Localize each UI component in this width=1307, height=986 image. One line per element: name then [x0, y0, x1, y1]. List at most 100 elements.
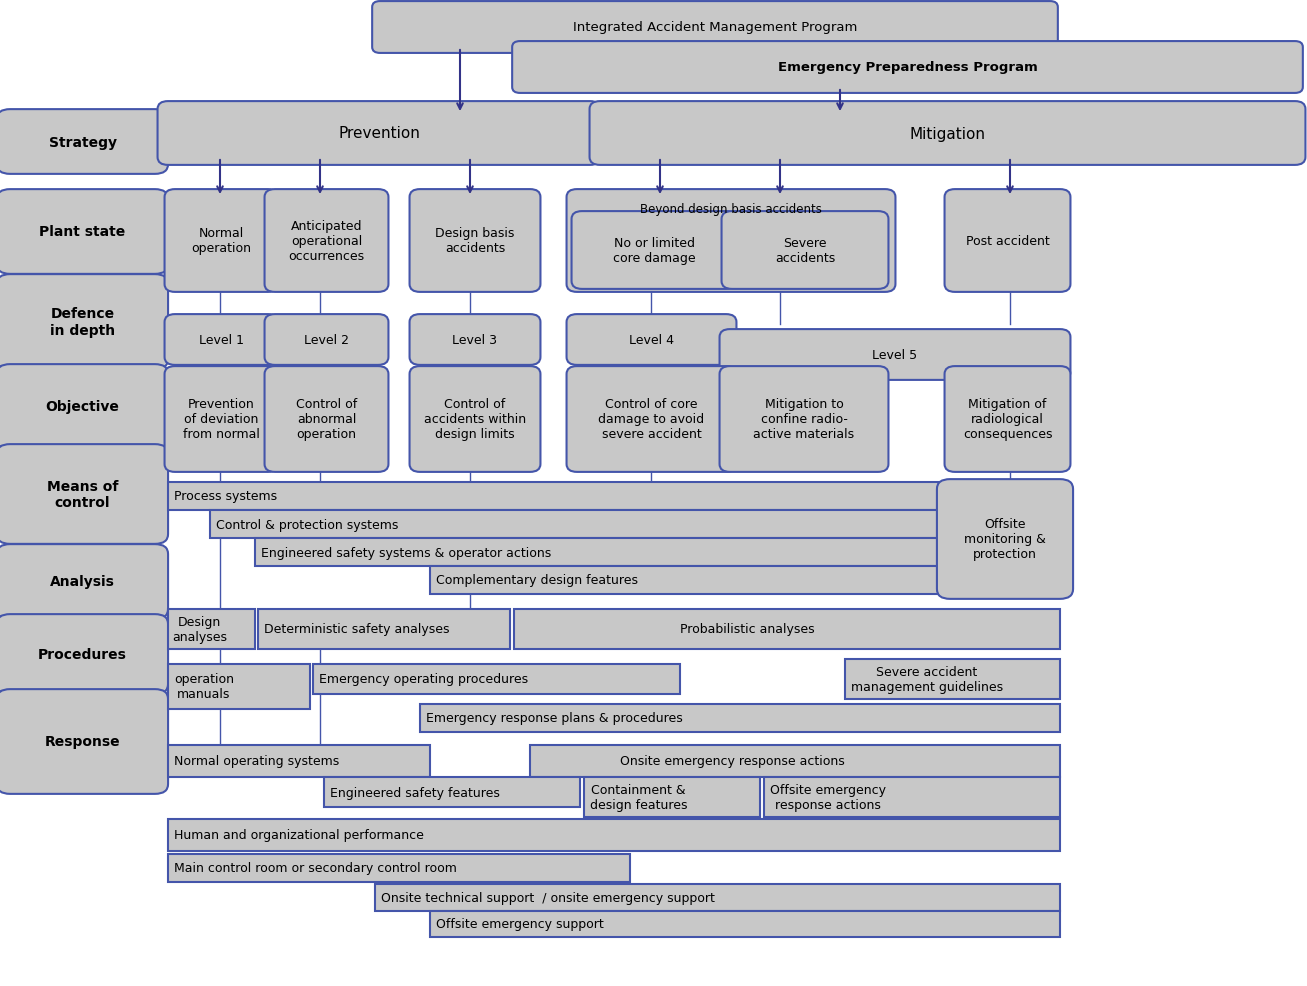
Text: Level 5: Level 5 [873, 349, 918, 362]
Text: Prevention
of deviation
from normal: Prevention of deviation from normal [183, 398, 260, 441]
Text: Onsite technical support  / onsite emergency support: Onsite technical support / onsite emerge… [382, 891, 715, 904]
Text: Offsite
monitoring &
protection: Offsite monitoring & protection [965, 518, 1046, 561]
FancyBboxPatch shape [165, 315, 278, 366]
Text: Objective: Objective [46, 400, 119, 414]
Text: Response: Response [44, 735, 120, 748]
FancyBboxPatch shape [0, 445, 169, 544]
Text: Mitigation to
confine radio-
active materials: Mitigation to confine radio- active mate… [753, 398, 855, 441]
FancyBboxPatch shape [264, 367, 388, 472]
Text: Normal
operation: Normal operation [192, 227, 251, 255]
FancyBboxPatch shape [264, 315, 388, 366]
Text: Mitigation: Mitigation [910, 126, 985, 141]
Text: Level 1: Level 1 [199, 333, 244, 347]
FancyBboxPatch shape [720, 329, 1070, 381]
FancyBboxPatch shape [584, 777, 759, 817]
Text: operation
manuals: operation manuals [174, 672, 234, 701]
FancyBboxPatch shape [257, 609, 510, 650]
Text: Design
analyses: Design analyses [173, 615, 227, 643]
Text: Engineered safety features: Engineered safety features [329, 786, 499, 799]
FancyBboxPatch shape [169, 482, 945, 511]
FancyBboxPatch shape [531, 745, 1060, 777]
Text: Control of
accidents within
design limits: Control of accidents within design limit… [423, 398, 525, 441]
FancyBboxPatch shape [0, 110, 169, 175]
FancyBboxPatch shape [409, 315, 541, 366]
FancyBboxPatch shape [430, 566, 945, 595]
FancyBboxPatch shape [721, 212, 889, 290]
FancyBboxPatch shape [430, 911, 1060, 937]
FancyBboxPatch shape [409, 367, 541, 472]
Text: Level 4: Level 4 [629, 333, 674, 347]
FancyBboxPatch shape [372, 2, 1057, 54]
Text: Emergency response plans & procedures: Emergency response plans & procedures [426, 712, 682, 725]
Text: Emergency Preparedness Program: Emergency Preparedness Program [778, 61, 1038, 74]
Text: Normal operating systems: Normal operating systems [174, 754, 340, 768]
FancyBboxPatch shape [937, 479, 1073, 599]
Text: Post accident: Post accident [966, 235, 1050, 247]
FancyBboxPatch shape [514, 609, 1060, 650]
FancyBboxPatch shape [765, 777, 1060, 817]
Text: Defence
in depth: Defence in depth [50, 307, 115, 337]
Text: Offsite emergency
response actions: Offsite emergency response actions [770, 783, 886, 811]
FancyBboxPatch shape [720, 367, 889, 472]
FancyBboxPatch shape [0, 190, 169, 274]
FancyBboxPatch shape [566, 190, 895, 293]
Text: Human and organizational performance: Human and organizational performance [174, 828, 423, 842]
Text: Emergency operating procedures: Emergency operating procedures [319, 672, 528, 686]
FancyBboxPatch shape [375, 884, 1060, 911]
FancyBboxPatch shape [255, 538, 945, 566]
FancyBboxPatch shape [571, 212, 736, 290]
FancyBboxPatch shape [264, 190, 388, 293]
FancyBboxPatch shape [169, 745, 430, 777]
FancyBboxPatch shape [512, 42, 1303, 94]
FancyBboxPatch shape [409, 190, 541, 293]
FancyBboxPatch shape [324, 777, 580, 808]
FancyBboxPatch shape [420, 704, 1060, 733]
Text: Level 2: Level 2 [305, 333, 349, 347]
FancyBboxPatch shape [945, 367, 1070, 472]
FancyBboxPatch shape [312, 665, 680, 694]
Text: Process systems: Process systems [174, 490, 277, 503]
Text: Strategy: Strategy [48, 135, 116, 149]
Text: Mitigation of
radiological
consequences: Mitigation of radiological consequences [963, 398, 1052, 441]
Text: Onsite emergency response actions: Onsite emergency response actions [620, 754, 844, 768]
FancyBboxPatch shape [566, 315, 736, 366]
Text: Level 3: Level 3 [452, 333, 498, 347]
Text: Control of
abnormal
operation: Control of abnormal operation [295, 398, 357, 441]
Text: Complementary design features: Complementary design features [437, 574, 638, 587]
FancyBboxPatch shape [0, 365, 169, 450]
FancyBboxPatch shape [165, 367, 278, 472]
FancyBboxPatch shape [169, 819, 1060, 851]
FancyBboxPatch shape [169, 609, 255, 650]
Text: Main control room or secondary control room: Main control room or secondary control r… [174, 862, 457, 875]
Text: Engineered safety systems & operator actions: Engineered safety systems & operator act… [261, 546, 552, 559]
FancyBboxPatch shape [165, 190, 278, 293]
FancyBboxPatch shape [0, 275, 169, 370]
Text: Prevention: Prevention [339, 126, 420, 141]
Text: Plant state: Plant state [39, 225, 125, 240]
Text: Severe
accidents: Severe accidents [775, 237, 835, 264]
Text: Deterministic safety analyses: Deterministic safety analyses [264, 623, 450, 636]
FancyBboxPatch shape [0, 614, 169, 694]
Text: Analysis: Analysis [50, 575, 115, 589]
Text: Design basis
accidents: Design basis accidents [435, 227, 515, 255]
Text: No or limited
core damage: No or limited core damage [613, 237, 695, 264]
Text: Containment &
design features: Containment & design features [589, 783, 687, 811]
FancyBboxPatch shape [210, 511, 945, 538]
Text: Means of
control: Means of control [47, 479, 118, 510]
Text: Probabilistic analyses: Probabilistic analyses [680, 623, 814, 636]
FancyBboxPatch shape [0, 544, 169, 619]
FancyBboxPatch shape [169, 854, 630, 882]
Text: Anticipated
operational
occurrences: Anticipated operational occurrences [289, 220, 365, 262]
Text: Offsite emergency support: Offsite emergency support [437, 918, 604, 931]
Text: Control of core
damage to avoid
severe accident: Control of core damage to avoid severe a… [599, 398, 704, 441]
Text: Procedures: Procedures [38, 648, 127, 662]
Text: Beyond design basis accidents: Beyond design basis accidents [640, 203, 822, 216]
FancyBboxPatch shape [158, 102, 600, 166]
FancyBboxPatch shape [169, 665, 310, 709]
Text: Control & protection systems: Control & protection systems [216, 518, 399, 531]
FancyBboxPatch shape [846, 660, 1060, 699]
Text: Severe accident
management guidelines: Severe accident management guidelines [851, 666, 1004, 693]
FancyBboxPatch shape [0, 689, 169, 794]
Text: Integrated Accident Management Program: Integrated Accident Management Program [572, 22, 857, 35]
FancyBboxPatch shape [945, 190, 1070, 293]
